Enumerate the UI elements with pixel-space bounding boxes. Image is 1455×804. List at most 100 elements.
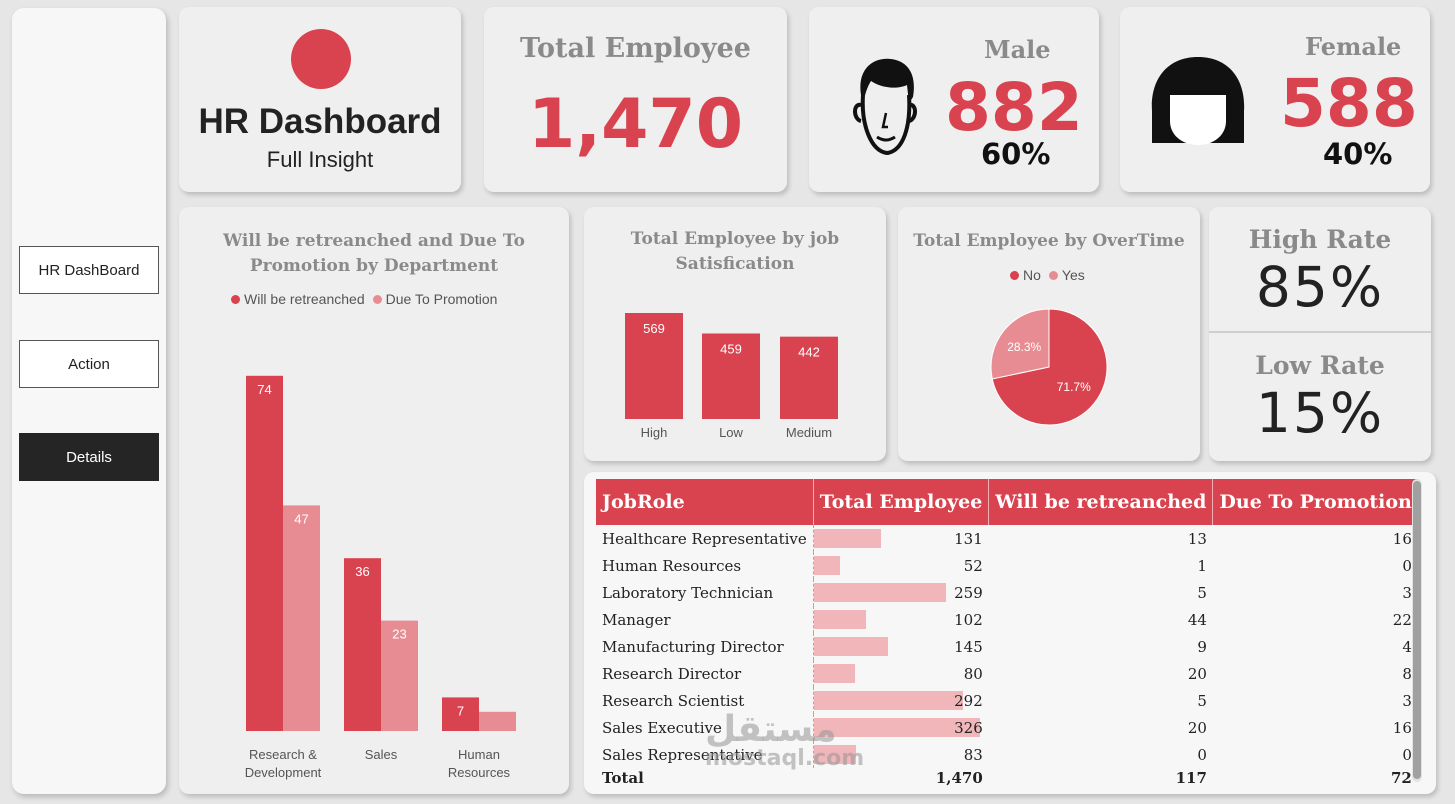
female-face-icon: [1151, 57, 1245, 145]
cell-retrench: 1: [1197, 556, 1207, 575]
table-row[interactable]: Sales Executive 326 20 16: [596, 714, 1418, 741]
table-row[interactable]: Manufacturing Director 145 9 4: [596, 633, 1418, 660]
total-employee-bar: [813, 745, 857, 764]
legend-item-retrench[interactable]: Will be retreanched: [231, 291, 365, 307]
dept-bar-retrench[interactable]: [442, 697, 479, 731]
high-rate-value: 85%: [1255, 255, 1385, 319]
table-row[interactable]: Research Scientist 292 5 3: [596, 687, 1418, 714]
job-satisfaction-bar-chart: 569 High 459 Low 442 Medium: [625, 313, 838, 440]
legend-label-promotion: Due To Promotion: [385, 291, 498, 307]
table-scrollbar-thumb[interactable]: [1413, 481, 1421, 779]
column-header-retrench[interactable]: Will be retreanched: [988, 479, 1214, 525]
cell-jobrole: Laboratory Technician: [602, 583, 774, 602]
cell-promotion: 0: [1402, 745, 1412, 764]
total-employee-bar: [813, 718, 981, 737]
cell-total-employee: 52: [812, 552, 989, 579]
cell-retrench: 5: [1197, 691, 1207, 710]
female-percent: 40%: [1323, 137, 1393, 171]
total-employee-bar: [813, 610, 866, 629]
total-employee-sum: 1,470: [935, 769, 983, 787]
total-label: Total: [602, 769, 644, 787]
table-total-row: Total 1,470 117 72: [596, 768, 1418, 788]
jobsat-bar[interactable]: [780, 336, 838, 419]
cell-promotion: 0: [1402, 556, 1412, 575]
cell-promotion: 16: [1392, 718, 1412, 737]
table-row[interactable]: Human Resources 52 1 0: [596, 552, 1418, 579]
cell-promotion: 4: [1402, 637, 1412, 656]
dept-bar-retrench[interactable]: [246, 375, 283, 731]
cell-promotion: 3: [1402, 691, 1412, 710]
male-percent: 60%: [981, 137, 1051, 171]
low-rate-label: Low Rate: [1255, 351, 1385, 380]
cell-total-employee: 292: [812, 687, 989, 714]
title-card: HR Dashboard Full Insight: [179, 7, 461, 192]
legend-item-yes[interactable]: Yes: [1048, 267, 1085, 283]
dept-bar-promotion[interactable]: [381, 620, 418, 731]
cell-jobrole: Human Resources: [602, 556, 742, 575]
jobsat-bar-label: 442: [798, 345, 820, 360]
table-row[interactable]: Research Director 80 20 8: [596, 660, 1418, 687]
rate-card: High Rate 85% Low Rate 15%: [1209, 207, 1431, 461]
cell-jobrole: Sales Executive: [602, 718, 722, 737]
cell-total-employee: 131: [812, 525, 989, 552]
overtime-card: Total Employee by OverTime No Yes 71.7% 2…: [898, 207, 1200, 461]
cell-jobrole: Research Director: [602, 664, 742, 683]
legend-item-no[interactable]: No: [1010, 267, 1041, 283]
pie-slice-no[interactable]: [991, 308, 1108, 426]
female-value: 588: [1280, 65, 1418, 142]
cell-total-value: 80: [963, 664, 983, 683]
pie-slice-yes[interactable]: [990, 308, 1050, 380]
jobsat-bar-label: 459: [720, 341, 742, 356]
dept-bar-chart: 74 47 Research & Development 36 23 Sales 7 Human…: [245, 375, 516, 780]
column-header-total-employee[interactable]: Total Employee: [813, 479, 990, 525]
cell-total-value: 292: [954, 691, 983, 710]
jobsat-bar[interactable]: [625, 313, 683, 419]
cell-promotion: 8: [1402, 664, 1412, 683]
cell-total-employee: 80: [812, 660, 989, 687]
cell-total-value: 83: [963, 745, 983, 764]
dept-bar-promotion[interactable]: [479, 711, 516, 731]
table-row[interactable]: Sales Representative 83 0 0: [596, 741, 1418, 768]
cell-promotion: 16: [1392, 529, 1412, 548]
page-title: HR Dashboard: [198, 102, 442, 141]
cell-jobrole: Sales Representative: [602, 745, 763, 764]
dept-bar-promotion[interactable]: [283, 505, 320, 731]
cell-retrench: 13: [1187, 529, 1207, 548]
total-employee-bar: [813, 583, 946, 602]
jobsat-bar-label: 569: [643, 321, 665, 336]
table-row[interactable]: Laboratory Technician 259 5 3: [596, 579, 1418, 606]
cell-total-value: 52: [963, 556, 983, 575]
pie-slice-label: 28.3%: [1007, 340, 1041, 354]
dept-chart-card: Will be retreanched and Due To Promotion…: [179, 207, 569, 794]
overtime-pie-chart: 71.7% 28.3%: [990, 308, 1108, 426]
column-header-promotion[interactable]: Due To Promotion: [1212, 479, 1418, 525]
legend-label-yes: Yes: [1061, 267, 1085, 283]
cell-jobrole: Manufacturing Director: [602, 637, 784, 656]
cell-total-employee: 259: [812, 579, 989, 606]
job-satisfaction-title: Total Employee by job Satisfication: [630, 229, 840, 274]
dept-bar-label: 74: [257, 382, 271, 397]
jobsat-bar[interactable]: [702, 333, 760, 419]
nav-details-button[interactable]: Details: [19, 433, 159, 481]
column-header-jobrole[interactable]: JobRole: [596, 479, 814, 525]
dept-bar-retrench[interactable]: [344, 558, 381, 731]
total-employee-bar: [813, 637, 888, 656]
table-scrollbar[interactable]: [1412, 479, 1422, 782]
cell-total-value: 145: [954, 637, 983, 656]
nav-action-button[interactable]: Action: [19, 340, 159, 388]
dept-bar-label: 7: [457, 703, 464, 718]
nav-hr-dashboard-button[interactable]: HR DashBoard: [19, 246, 159, 294]
total-employee-bar: [813, 529, 881, 548]
jobsat-category-label: High: [641, 425, 668, 440]
male-label: Male: [984, 35, 1051, 64]
table-row[interactable]: Manager 102 44 22: [596, 606, 1418, 633]
cell-jobrole: Research Scientist: [602, 691, 745, 710]
pie-slice-label: 71.7%: [1057, 380, 1091, 394]
legend-item-promotion[interactable]: Due To Promotion: [372, 291, 498, 307]
dept-category-label: Resources: [448, 765, 511, 780]
high-rate-label: High Rate: [1248, 225, 1392, 254]
cell-retrench: 20: [1187, 664, 1207, 683]
dept-chart-title: Will be retreanched and Due To Promotion…: [223, 231, 525, 276]
table-row[interactable]: Healthcare Representative 131 13 16: [596, 525, 1418, 552]
jobrole-table-card: JobRole Total Employee Will be retreanch…: [584, 472, 1436, 794]
